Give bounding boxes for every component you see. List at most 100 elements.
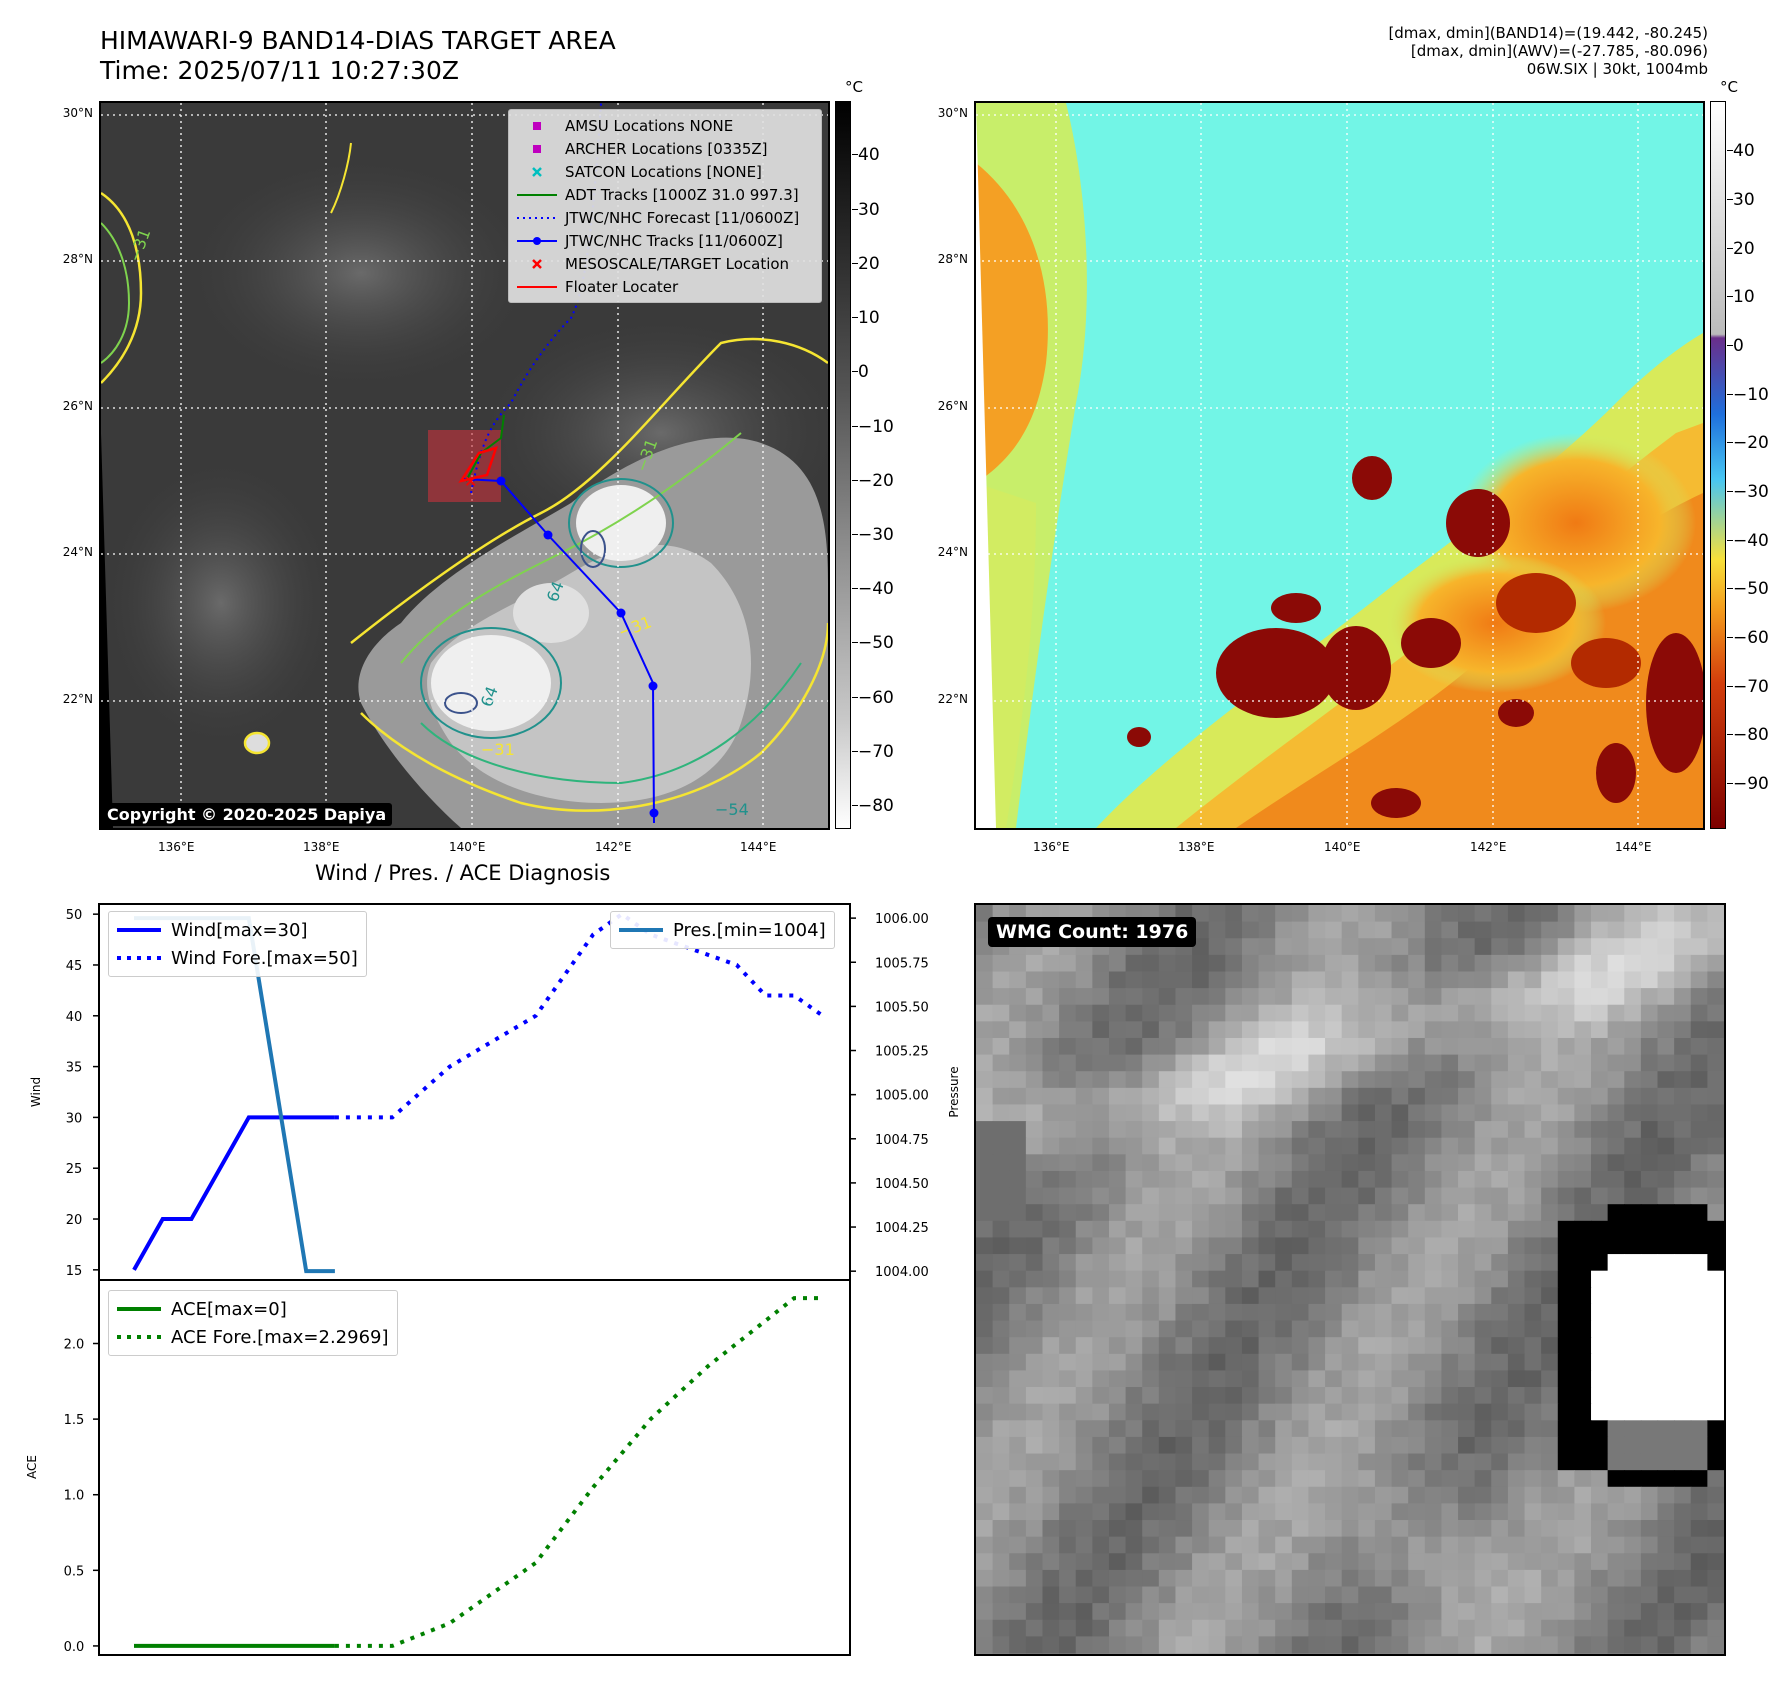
colorbar-tick-mark <box>1727 248 1733 249</box>
ace-fore-legend-label: ACE Fore.[max=2.2969] <box>171 1326 389 1348</box>
jtwc-track-points <box>496 476 659 818</box>
cloud-core <box>431 635 551 731</box>
lon-tick-label: 136°E <box>158 840 195 854</box>
colorbar-tick-label: 0 <box>1733 336 1744 356</box>
colorbar-tick-label: 30 <box>858 200 880 220</box>
cloud-core <box>513 583 589 643</box>
ace-fore-legend-swatch <box>117 1327 161 1347</box>
contour-line <box>101 191 143 384</box>
colorbar-tick-label: 20 <box>858 254 880 274</box>
colorbar-tick-label: 0 <box>858 362 869 382</box>
ace-ytick-label: 0.5 <box>64 1564 85 1579</box>
colorbar-tick-mark <box>852 371 858 372</box>
colorbar-tick-mark <box>1727 734 1733 735</box>
wind-legend-swatch <box>117 920 161 940</box>
legend-item: ADT Tracks [1000Z 31.0 997.3] <box>515 183 815 206</box>
lat-tick-label: 22°N <box>937 692 968 706</box>
lon-tick-label: 144°E <box>740 840 777 854</box>
ir-map-panel: −31 −31 −31 −31 64 64 −54 <box>99 101 830 830</box>
wind-ytick-label: 15 <box>66 1264 83 1279</box>
ace-legend-swatch <box>117 1299 161 1319</box>
colorbar-tick-mark <box>852 263 858 264</box>
lat-tick-label: 24°N <box>937 545 968 559</box>
legend-label: ADT Tracks [1000Z 31.0 997.3] <box>565 185 799 204</box>
wmg-pixel-grid <box>976 905 1724 1654</box>
chart-time: Time: 2025/07/11 10:27:30Z <box>100 56 459 85</box>
lat-tick-label: 24°N <box>62 545 93 559</box>
colorbar-tick-label: −10 <box>1733 385 1769 405</box>
legend-label: SATCON Locations [NONE] <box>565 162 762 181</box>
legend-item: AMSU Locations NONE <box>515 114 815 137</box>
pressure-legend-swatch <box>619 920 663 940</box>
contour-line <box>243 731 271 755</box>
copyright-label: Copyright © 2020-2025 Dapiya <box>101 803 393 826</box>
colorbar-tick-label: 10 <box>858 308 880 328</box>
legend-swatch <box>533 144 541 153</box>
pressure-ytick-label: 1005.25 <box>875 1045 929 1060</box>
ace-ytick-label: 0.0 <box>64 1640 85 1655</box>
wind-ytick-label: 50 <box>66 908 83 923</box>
pressure-axis-label: Pressure <box>947 1066 961 1117</box>
colorbar-tick-mark <box>1727 150 1733 151</box>
cold-cloud-tops <box>1127 456 1703 818</box>
diagnosis-title: Wind / Pres. / ACE Diagnosis <box>315 861 611 885</box>
colorbar-tick-label: −60 <box>858 688 894 708</box>
colorbar-tick-label: −80 <box>858 796 894 816</box>
legend-item: JTWC/NHC Tracks [11/0600Z] <box>515 229 815 252</box>
pressure-ytick-label: 1004.50 <box>875 1177 929 1192</box>
wmg-count-label: WMG Count: 1976 <box>988 917 1197 947</box>
legend-item: MESOSCALE/TARGET Location <box>515 252 815 275</box>
colorbar-tick-mark <box>1727 540 1733 541</box>
colorbar-tick-label: 30 <box>1733 190 1755 210</box>
colorbar-tick-mark <box>852 588 858 589</box>
legend-swatch <box>517 193 557 196</box>
colorbar-tick-mark <box>1727 588 1733 589</box>
pressure-ytick-label: 1005.75 <box>875 956 929 971</box>
colorbar-tick-mark <box>852 642 858 643</box>
colorbar-tick-mark <box>1727 491 1733 492</box>
legend-swatch <box>532 258 542 269</box>
left-colorbar-unit: °C <box>845 78 863 96</box>
info-block: [dmax, dmin](BAND14)=(19.442, -80.245) [… <box>1388 24 1708 78</box>
pressure-ytick-label: 1005.00 <box>875 1089 929 1104</box>
colorbar-tick-label: −20 <box>1733 433 1769 453</box>
ir-map-svg: −31 −31 −31 −31 64 64 −54 <box>101 103 828 828</box>
dry-field <box>976 163 1048 483</box>
legend-label: JTWC/NHC Forecast [11/0600Z] <box>565 208 800 227</box>
right-colorbar-unit: °C <box>1720 78 1738 96</box>
colorbar-tick-label: −10 <box>858 417 894 437</box>
legend-item: Floater Locater <box>515 275 815 298</box>
wind-ytick-label: 30 <box>66 1111 83 1126</box>
contour-line <box>330 142 352 214</box>
pressure-ytick-label: 1005.50 <box>875 1000 929 1015</box>
lat-tick-label: 22°N <box>62 692 93 706</box>
colorbar-tick-mark <box>1727 296 1733 297</box>
lat-tick-label: 26°N <box>937 399 968 413</box>
ace-axis-label: ACE <box>25 1455 39 1479</box>
lon-tick-label: 138°E <box>303 840 340 854</box>
cloud-texture <box>181 153 541 393</box>
colorbar-tick-label: 40 <box>1733 141 1755 161</box>
pressure-ytick-label: 1006.00 <box>875 912 929 927</box>
pressure-ytick-label: 1004.75 <box>875 1133 929 1148</box>
wind-ytick-label: 20 <box>66 1213 83 1228</box>
wind-ytick-label: 35 <box>66 1061 83 1076</box>
colorbar-tick-mark <box>1727 394 1733 395</box>
cloud-mass <box>427 544 751 803</box>
lon-tick-label: 136°E <box>1033 840 1070 854</box>
colorbar-tick-mark <box>1727 345 1733 346</box>
contour-line <box>420 627 562 739</box>
series-line-ace-fore- <box>334 1296 823 1648</box>
wind-legend-label: Wind[max=30] <box>171 919 308 941</box>
legend-item: ARCHER Locations [0335Z] <box>515 137 815 160</box>
left-colorbar <box>835 101 851 829</box>
awv-map-svg <box>976 103 1703 828</box>
legend-swatch <box>533 121 541 130</box>
colorbar-tick-mark <box>852 426 858 427</box>
contour-line <box>568 478 674 568</box>
contour-line <box>400 432 742 664</box>
map-gridlines <box>976 103 1703 828</box>
legend-swatch <box>532 166 542 177</box>
ace-ytick-label: 2.0 <box>64 1338 85 1353</box>
contour-line <box>444 692 478 714</box>
